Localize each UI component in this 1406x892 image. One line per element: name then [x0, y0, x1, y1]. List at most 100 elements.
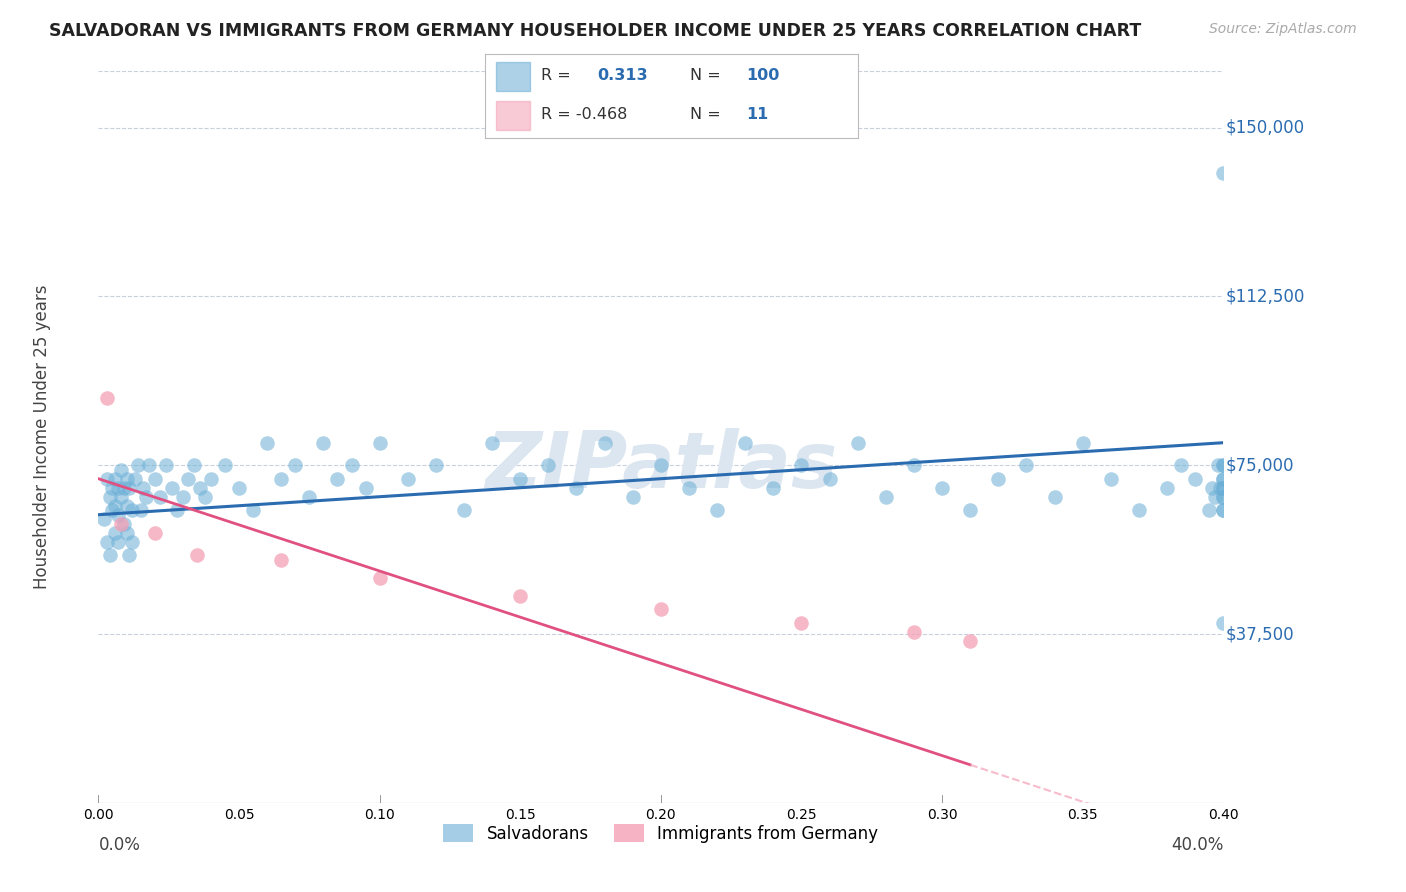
Point [93, 512, 115, 526]
Point [650, 602, 672, 616]
Point [1170, 458, 1192, 473]
Point [177, 472, 200, 486]
Point [115, 472, 138, 486]
Point [818, 472, 841, 486]
Point [903, 458, 925, 473]
Point [706, 503, 728, 517]
Point [1212, 481, 1234, 495]
Point [200, 472, 222, 486]
Point [256, 435, 278, 450]
Point [650, 458, 672, 473]
Point [104, 499, 127, 513]
Point [1212, 490, 1234, 504]
Point [326, 472, 349, 486]
Point [1043, 490, 1066, 504]
Point [138, 458, 160, 473]
Point [107, 481, 129, 495]
Point [1212, 458, 1234, 473]
Point [104, 525, 127, 540]
Point [110, 463, 132, 477]
Point [127, 458, 149, 473]
Text: N =: N = [690, 68, 725, 83]
Point [98, 548, 121, 562]
Text: 0.313: 0.313 [596, 68, 648, 83]
Point [183, 458, 205, 473]
Point [118, 481, 141, 495]
Point [110, 516, 132, 531]
Point [875, 490, 897, 504]
Point [129, 503, 152, 517]
Point [354, 481, 377, 495]
Point [1184, 472, 1206, 486]
Point [987, 472, 1010, 486]
Point [124, 472, 146, 486]
Text: Source: ZipAtlas.com: Source: ZipAtlas.com [1209, 22, 1357, 37]
Legend: Salvadorans, Immigrants from Germany: Salvadorans, Immigrants from Germany [437, 818, 884, 849]
Point [107, 534, 129, 549]
Point [790, 458, 813, 473]
Point [1212, 458, 1234, 473]
Point [115, 499, 138, 513]
Point [270, 553, 292, 567]
Point [621, 490, 644, 504]
Point [172, 490, 194, 504]
Point [101, 481, 124, 495]
Point [593, 435, 616, 450]
Point [368, 571, 391, 585]
Point [312, 435, 335, 450]
Point [110, 490, 132, 504]
Point [565, 481, 588, 495]
Text: $37,500: $37,500 [1226, 625, 1294, 643]
Point [509, 472, 531, 486]
Point [188, 481, 211, 495]
Point [194, 490, 217, 504]
Point [298, 490, 321, 504]
Point [1212, 166, 1234, 180]
Point [1156, 481, 1178, 495]
Point [166, 503, 188, 517]
Point [425, 458, 447, 473]
Point [537, 458, 560, 473]
Point [143, 472, 166, 486]
Point [96, 472, 118, 486]
Text: 0.0%: 0.0% [98, 836, 141, 854]
Point [1201, 481, 1223, 495]
Point [1212, 472, 1234, 486]
Point [734, 435, 756, 450]
Text: SALVADORAN VS IMMIGRANTS FROM GERMANY HOUSEHOLDER INCOME UNDER 25 YEARS CORRELAT: SALVADORAN VS IMMIGRANTS FROM GERMANY HO… [49, 22, 1142, 40]
Point [368, 435, 391, 450]
Text: R = -0.468: R = -0.468 [541, 107, 627, 122]
Point [1212, 503, 1234, 517]
Point [104, 472, 127, 486]
Text: ZIPatlas: ZIPatlas [485, 428, 837, 504]
Point [96, 391, 118, 405]
Point [481, 435, 503, 450]
Point [149, 490, 172, 504]
Point [453, 503, 475, 517]
Point [228, 481, 250, 495]
Point [1015, 458, 1038, 473]
Point [107, 508, 129, 522]
Point [1212, 472, 1234, 486]
Point [160, 481, 183, 495]
Point [101, 503, 124, 517]
Point [340, 458, 363, 473]
Point [931, 481, 953, 495]
Bar [496, 101, 530, 130]
Text: N =: N = [690, 107, 725, 122]
Point [790, 615, 813, 630]
Point [96, 534, 118, 549]
Point [214, 458, 236, 473]
Point [959, 503, 981, 517]
Bar [496, 62, 530, 91]
Point [284, 458, 307, 473]
Point [903, 624, 925, 639]
Point [959, 633, 981, 648]
Text: 11: 11 [745, 107, 768, 122]
Point [1071, 435, 1094, 450]
Point [846, 435, 869, 450]
Point [143, 525, 166, 540]
Text: $150,000: $150,000 [1226, 119, 1305, 136]
Point [112, 516, 135, 531]
Point [132, 481, 155, 495]
